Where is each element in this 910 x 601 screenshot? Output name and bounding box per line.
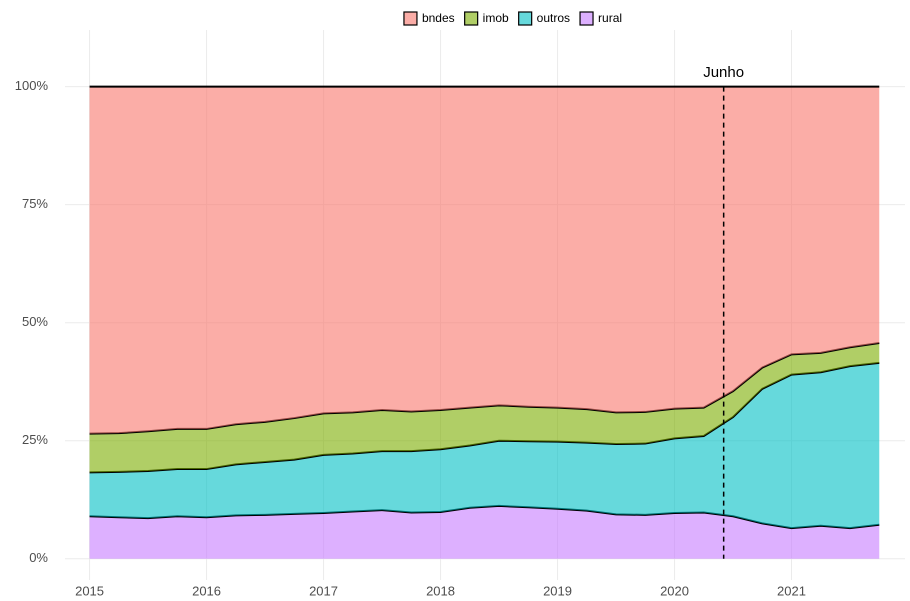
y-tick-label: 50% [22,314,48,329]
x-tick-label: 2021 [777,583,806,598]
legend-swatch [464,11,479,26]
x-tick-label: 2015 [75,583,104,598]
area [89,86,880,434]
legend-label: imob [483,11,509,25]
y-tick-label: 0% [29,550,48,565]
x-tick-label: 2016 [192,583,221,598]
legend-label: bndes [422,11,455,25]
legend-swatch [518,11,533,26]
x-tick-label: 2019 [543,583,572,598]
x-tick-label: 2017 [309,583,338,598]
y-tick-label: 75% [22,196,48,211]
legend-label: outros [537,11,570,25]
legend-swatch [403,11,418,26]
area [89,505,880,559]
area [89,362,880,529]
legend-label: rural [598,11,622,25]
annotation-label: Junho [703,64,744,81]
legend-swatch [579,11,594,26]
x-tick-label: 2020 [660,583,689,598]
legend: bndes imob outros rural [403,11,622,26]
y-tick-label: 25% [22,432,48,447]
x-tick-label: 2018 [426,583,455,598]
area [89,343,880,473]
y-tick-label: 100% [15,78,49,93]
